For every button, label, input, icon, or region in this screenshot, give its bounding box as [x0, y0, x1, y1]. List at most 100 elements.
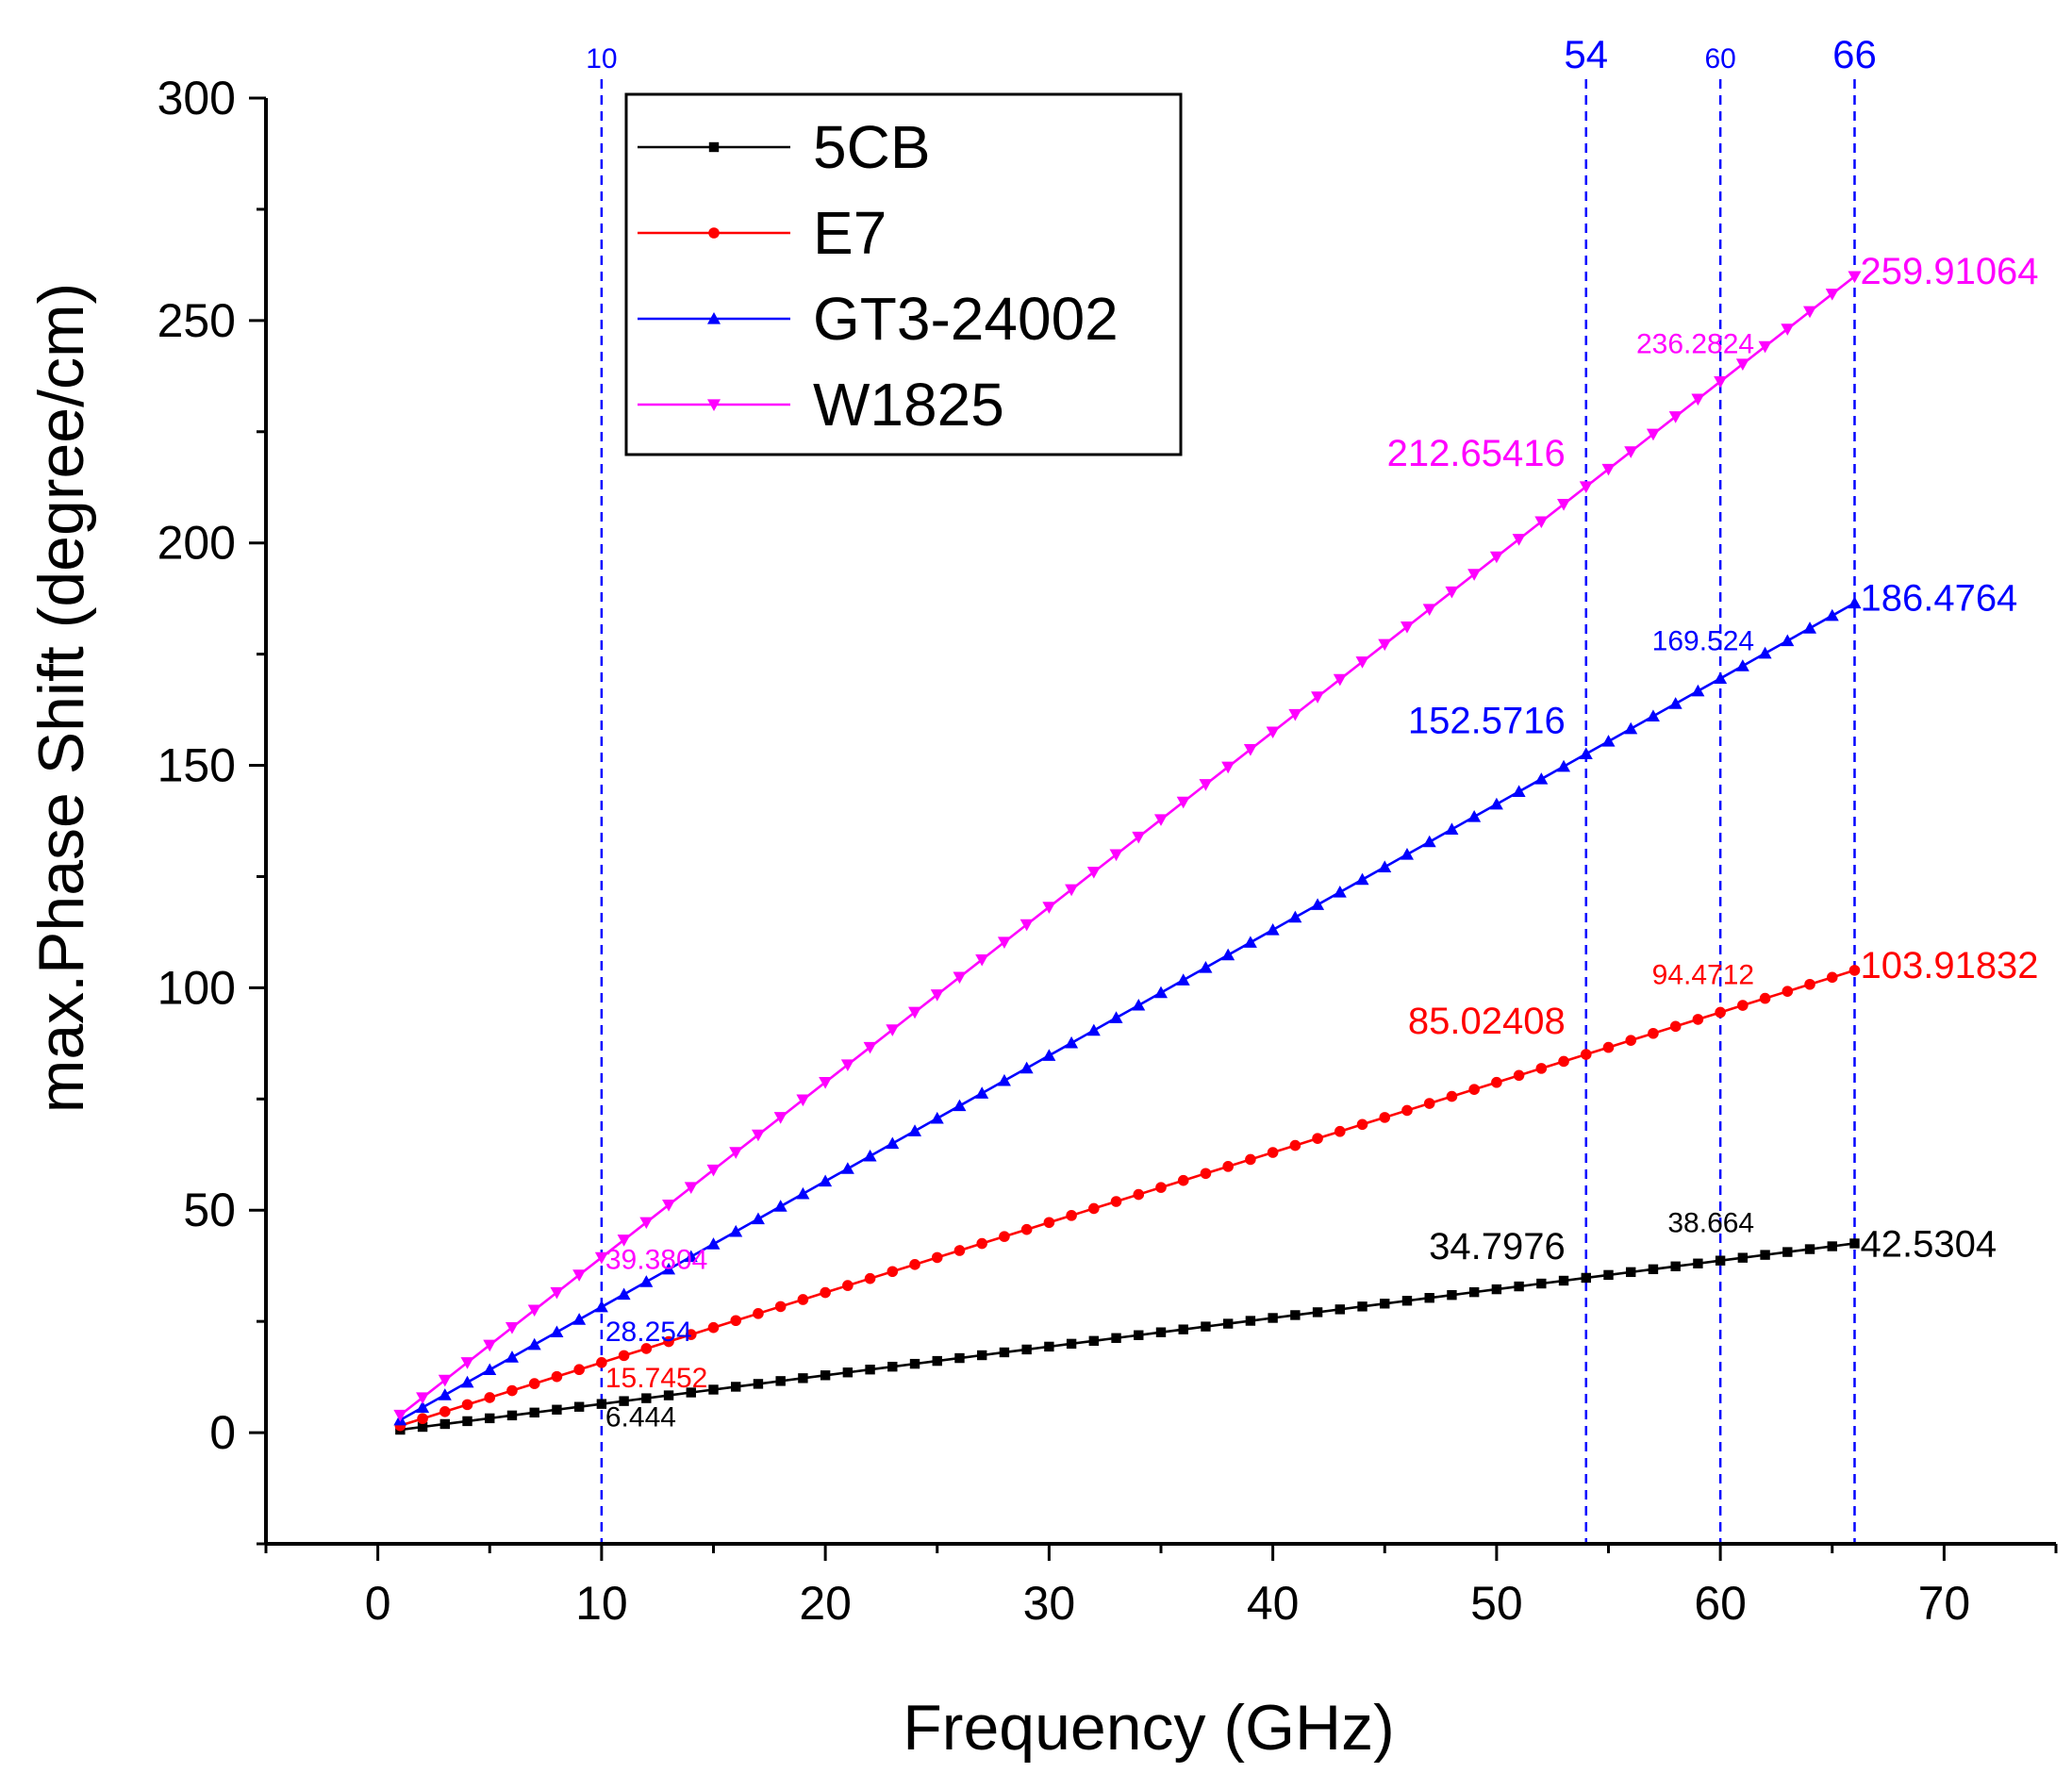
data-point [729, 1147, 743, 1159]
data-point [1378, 860, 1392, 872]
data-point [1491, 1076, 1502, 1088]
data-point [1110, 1196, 1122, 1207]
data-point [573, 1364, 585, 1376]
data-point [663, 1390, 674, 1400]
series-5cb [395, 1238, 1860, 1435]
data-point [1735, 358, 1749, 371]
data-point [1199, 779, 1213, 791]
data-point [864, 1272, 876, 1284]
data-label-e7-54: 85.02408 [1408, 1001, 1566, 1042]
legend-item-gt3-24002: GT3-24002 [638, 285, 1119, 353]
data-point [506, 1410, 518, 1421]
data-point [1311, 691, 1325, 704]
data-point [1400, 848, 1414, 860]
data-point [976, 1237, 987, 1250]
data-point [1602, 1041, 1615, 1053]
legend-label: E7 [813, 199, 887, 267]
data-point [1825, 289, 1839, 301]
data-point [1534, 516, 1549, 529]
x-tick-label: 60 [1694, 1577, 1747, 1630]
data-point [1467, 569, 1482, 581]
data-point [1401, 1104, 1413, 1117]
data-point [1043, 1217, 1055, 1229]
data-point [842, 1280, 854, 1291]
x-tick-label: 70 [1918, 1577, 1971, 1630]
data-point [1019, 919, 1034, 932]
data-point [1626, 1267, 1636, 1278]
data-point [1446, 1090, 1458, 1102]
data-point [1489, 551, 1503, 564]
data-point [1781, 323, 1795, 336]
data-point [439, 1405, 451, 1417]
data-point [820, 1370, 831, 1381]
data-point [684, 1182, 698, 1195]
data-point [707, 1321, 720, 1334]
data-point [1737, 1252, 1749, 1263]
data-point [416, 1392, 430, 1404]
data-point [460, 1375, 474, 1388]
data-point [1155, 1182, 1167, 1193]
data-point [886, 1136, 900, 1150]
data-point [953, 1245, 966, 1256]
data-point [1579, 747, 1593, 760]
legend-marker [707, 399, 721, 411]
data-point [416, 1400, 430, 1414]
data-point [1468, 1084, 1480, 1095]
data-point [1714, 375, 1728, 389]
y-tick-label: 150 [157, 739, 236, 792]
data-point [1581, 1272, 1591, 1284]
data-point [975, 1086, 989, 1099]
data-point [1379, 1112, 1391, 1123]
data-point [1243, 744, 1257, 756]
data-point [840, 1162, 854, 1174]
data-point [1312, 1133, 1323, 1144]
data-point [1066, 1210, 1077, 1221]
data-point [819, 1076, 833, 1089]
data-point [863, 1149, 877, 1162]
data-point [594, 1300, 608, 1313]
data-point [1715, 1255, 1726, 1266]
data-point [1648, 1027, 1659, 1039]
data-point [1759, 992, 1771, 1004]
data-point [1065, 884, 1079, 897]
data-point [1401, 1296, 1413, 1306]
data-point [1782, 986, 1794, 997]
legend-label: W1825 [813, 371, 1004, 439]
data-point [684, 1250, 698, 1263]
data-point [842, 1367, 854, 1378]
data-point [1290, 1310, 1301, 1320]
data-point [1132, 998, 1146, 1011]
data-point [1289, 1139, 1301, 1152]
data-point [1669, 1020, 1682, 1033]
data-point [753, 1379, 764, 1389]
data-point [1714, 671, 1728, 685]
data-point [662, 1199, 676, 1212]
data-point [1311, 898, 1325, 910]
x-tick-label: 50 [1470, 1577, 1523, 1630]
data-point [997, 1073, 1011, 1086]
data-point [1020, 1223, 1033, 1235]
data-point [1513, 1069, 1525, 1082]
data-point [1668, 411, 1682, 423]
y-tick-label: 300 [157, 72, 236, 124]
data-point [1735, 659, 1749, 671]
data-point [461, 1399, 473, 1411]
data-point [1111, 1333, 1121, 1343]
data-point [686, 1387, 696, 1398]
data-point [528, 1378, 540, 1389]
data-point [1355, 656, 1369, 669]
data-label-gt3-24002-66: 186.4764 [1860, 577, 2017, 619]
data-point [797, 1294, 809, 1305]
data-point [886, 1024, 900, 1036]
x-axis-title: Frequency (GHz) [903, 1692, 1394, 1764]
data-point [1222, 1161, 1234, 1172]
data-point [527, 1337, 541, 1350]
data-point [1601, 735, 1616, 747]
data-point [977, 1350, 987, 1361]
data-point [1088, 1202, 1100, 1215]
legend-box [624, 92, 1183, 456]
data-point [1044, 1341, 1054, 1352]
data-point [908, 1006, 922, 1019]
data-point [663, 1335, 674, 1348]
